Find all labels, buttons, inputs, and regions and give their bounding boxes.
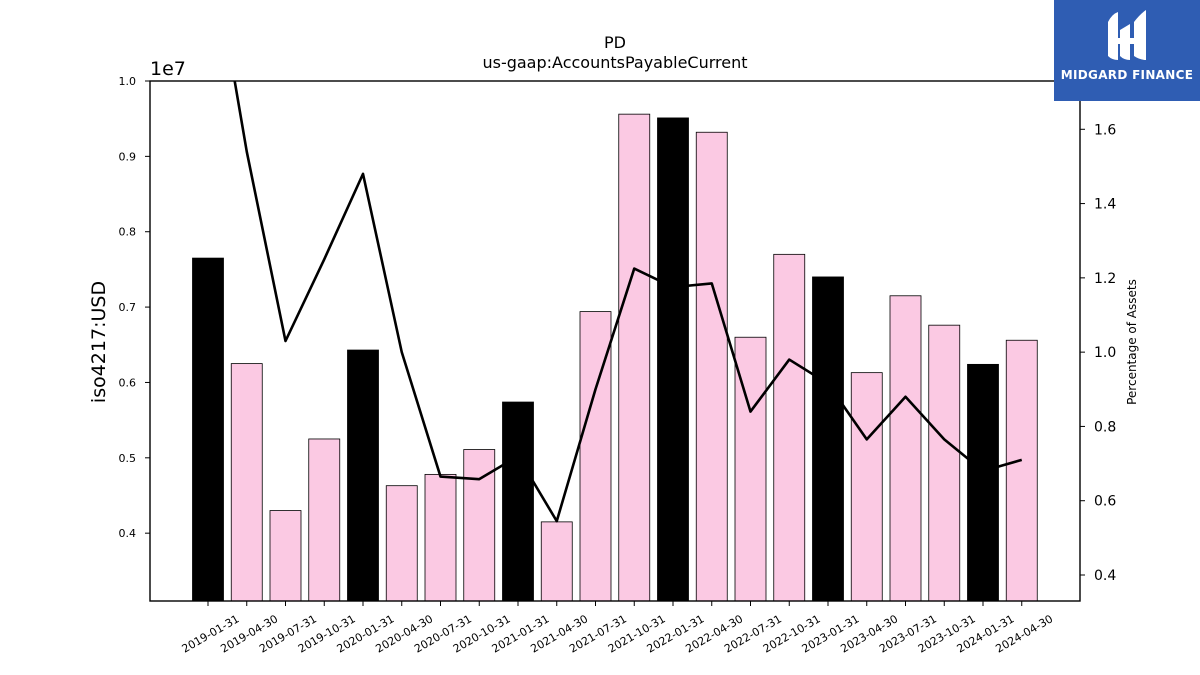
y2-ticks: 0.4 0.6 0.8 1.0 1.2 1.4 1.6 <box>1080 122 1116 584</box>
brand-logo: MIDGARD FINANCE <box>1054 0 1200 101</box>
logo-text: MIDGARD FINANCE <box>1060 68 1194 82</box>
y-tick-label: 0.5 <box>119 452 137 465</box>
y-tick-label: 0.4 <box>119 527 137 540</box>
bar-2021-10-31 <box>618 113 651 602</box>
y-tick-label: 0.7 <box>119 301 137 314</box>
bar-2024-04-30 <box>1005 339 1038 602</box>
bar-2020-04-30 <box>385 485 418 602</box>
percentage-line <box>233 81 1023 523</box>
bar-2019-01-31 <box>192 257 224 602</box>
bar-2020-01-31 <box>347 349 379 602</box>
bar-2019-04-30 <box>230 363 263 602</box>
bar-2023-01-31 <box>812 276 844 602</box>
bar-2023-07-31 <box>889 295 922 602</box>
bar-2021-01-31 <box>502 401 534 602</box>
y-ticks: 0.4 0.5 0.6 0.7 0.8 0.9 1.0 <box>119 75 150 540</box>
bars-group <box>192 113 1038 602</box>
bar-2022-10-31 <box>773 253 806 602</box>
y-tick-label: 0.9 <box>119 150 137 163</box>
y2-tick-label: 0.6 <box>1094 494 1116 510</box>
x-ticks: 2019-01-312019-04-302019-07-312019-10-31… <box>180 601 1055 656</box>
y-axis-label: iso4217:USD <box>88 281 110 403</box>
y2-tick-label: 1.4 <box>1094 197 1116 213</box>
y-tick-label: 0.8 <box>119 226 137 239</box>
bar-2024-01-31 <box>967 363 999 602</box>
bar-2023-10-31 <box>928 324 961 602</box>
bar-2020-10-31 <box>463 449 496 602</box>
bar-2019-07-31 <box>269 510 302 602</box>
bar-2023-04-30 <box>850 372 883 602</box>
line-group <box>233 81 1023 523</box>
y2-tick-label: 1.6 <box>1094 122 1116 138</box>
bar-2019-10-31 <box>308 438 341 602</box>
plot-frame <box>149 80 1081 602</box>
bar-2022-01-31 <box>657 117 689 602</box>
midgard-logo-icon <box>1108 10 1146 60</box>
y2-tick-label: 1.0 <box>1094 345 1116 361</box>
y-offset-label: 1e7 <box>150 58 186 80</box>
y-tick-label: 0.6 <box>119 376 137 389</box>
y2-tick-label: 0.4 <box>1094 568 1116 584</box>
y2-tick-label: 0.8 <box>1094 419 1116 435</box>
chart-subtitle: us-gaap:AccountsPayableCurrent <box>482 53 747 72</box>
y2-axis-label: Percentage of Assets <box>1125 279 1139 405</box>
bar-2021-04-30 <box>540 521 573 602</box>
bar-2022-04-30 <box>695 131 728 602</box>
y2-tick-label: 1.2 <box>1094 271 1116 287</box>
chart-title: PD <box>604 33 626 52</box>
y-tick-label: 1.0 <box>119 75 137 88</box>
bar-2020-07-31 <box>424 473 457 602</box>
